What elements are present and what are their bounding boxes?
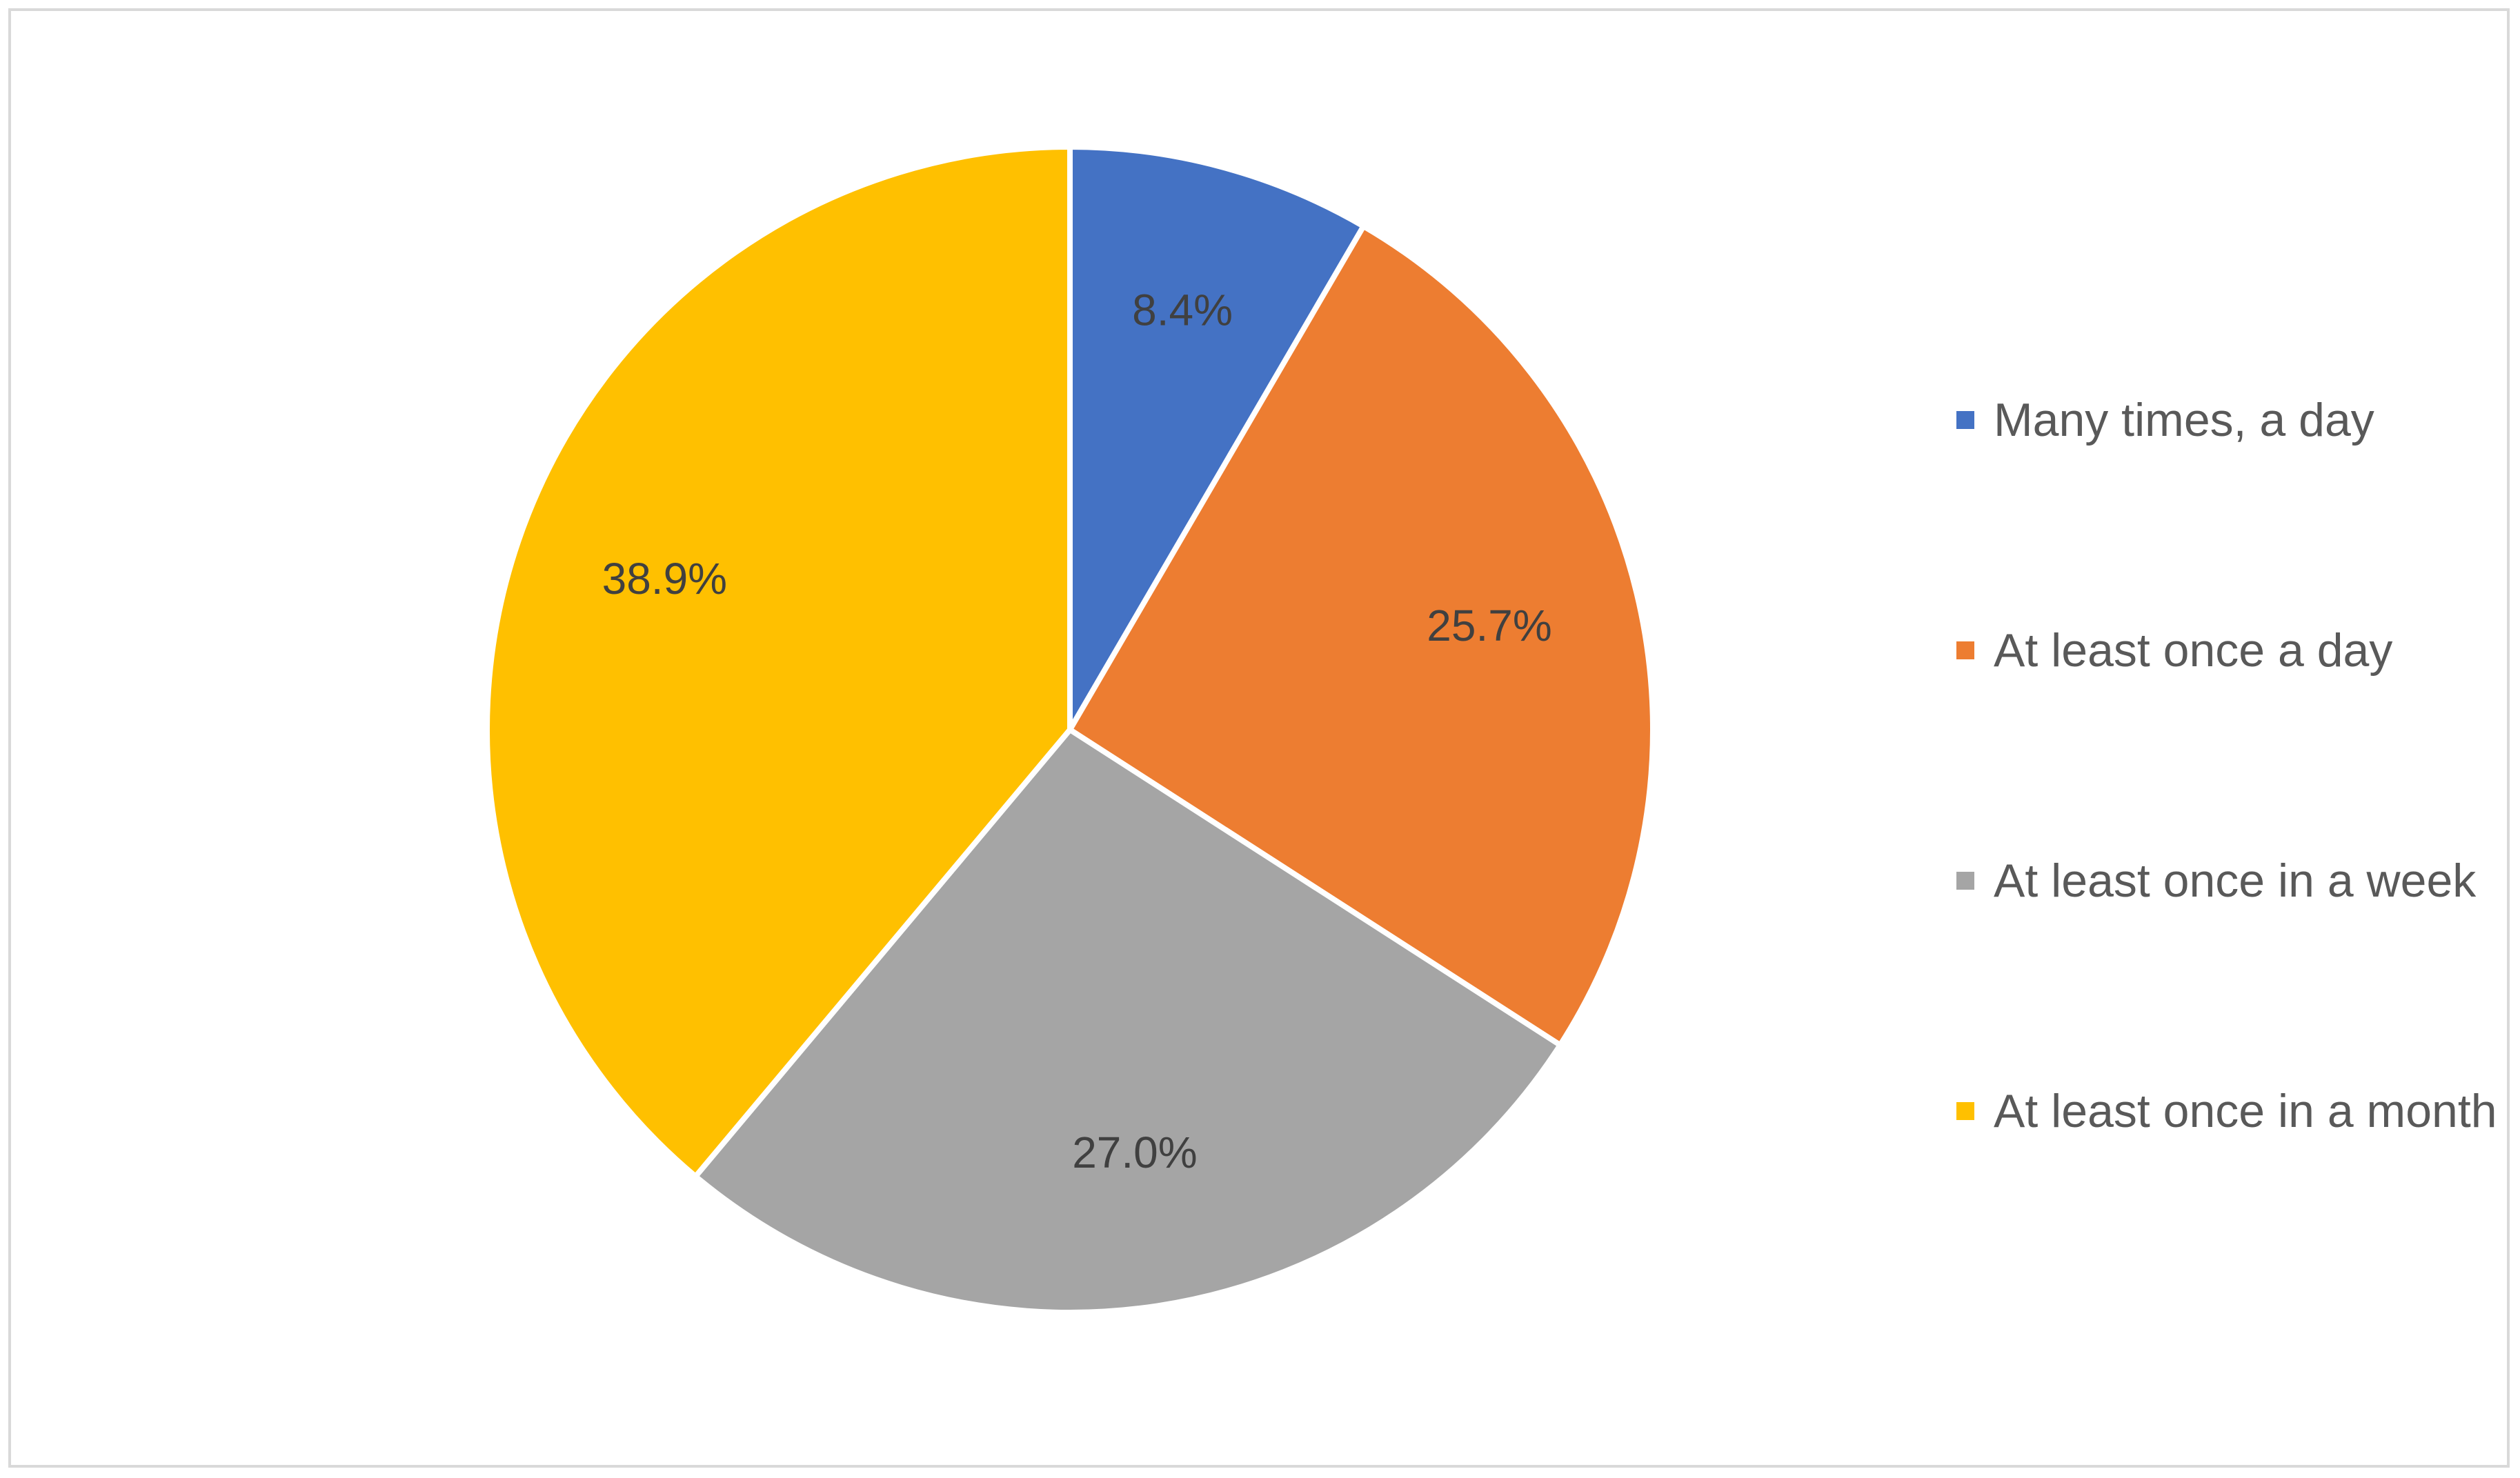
chart-area: 8.4% 25.7% 27.0% 38.9% Many times, a day At …: [8, 8, 2510, 1468]
data-label-at-least-once-in-a-week: 27.0%: [1072, 1128, 1197, 1177]
data-label-at-least-once-in-a-month: 38.9%: [602, 554, 727, 603]
pie-slice-many-times-a-day: [1067, 144, 1367, 732]
legend: Many times, a day At least once a day At l…: [1956, 383, 2497, 1305]
legend-item-at-least-once-in-a-week: At least once in a week: [1956, 844, 2497, 1075]
legend-swatch: [1956, 1102, 1974, 1120]
pie-chart: 8.4% 25.7% 27.0% 38.9%: [484, 144, 1656, 1315]
legend-swatch: [1956, 872, 1974, 890]
legend-label: Many times, a day: [1994, 394, 2374, 446]
legend-label: At least once in a week: [1994, 855, 2477, 907]
legend-label: At least once a day: [1994, 624, 2393, 677]
pie-slice-at-least-once-a-day: [1067, 223, 1656, 1048]
legend-item-at-least-once-in-a-month: At least once in a month: [1956, 1075, 2497, 1305]
legend-swatch: [1956, 411, 1974, 429]
legend-item-many-times-a-day: Many times, a day: [1956, 383, 2497, 614]
legend-swatch: [1956, 641, 1974, 659]
pie-slice-at-least-once-in-a-week: [693, 727, 1563, 1315]
pie-data-labels: 8.4% 25.7% 27.0% 38.9%: [602, 285, 1552, 1177]
pie-slice-at-least-once-in-a-month: [484, 144, 1073, 1179]
data-label-many-times-a-day: 8.4%: [1132, 285, 1233, 334]
legend-label: At least once in a month: [1994, 1085, 2497, 1137]
legend-item-at-least-once-a-day: At least once a day: [1956, 614, 2497, 844]
pie-slices: [484, 144, 1656, 1315]
data-label-at-least-once-a-day: 25.7%: [1427, 601, 1551, 650]
